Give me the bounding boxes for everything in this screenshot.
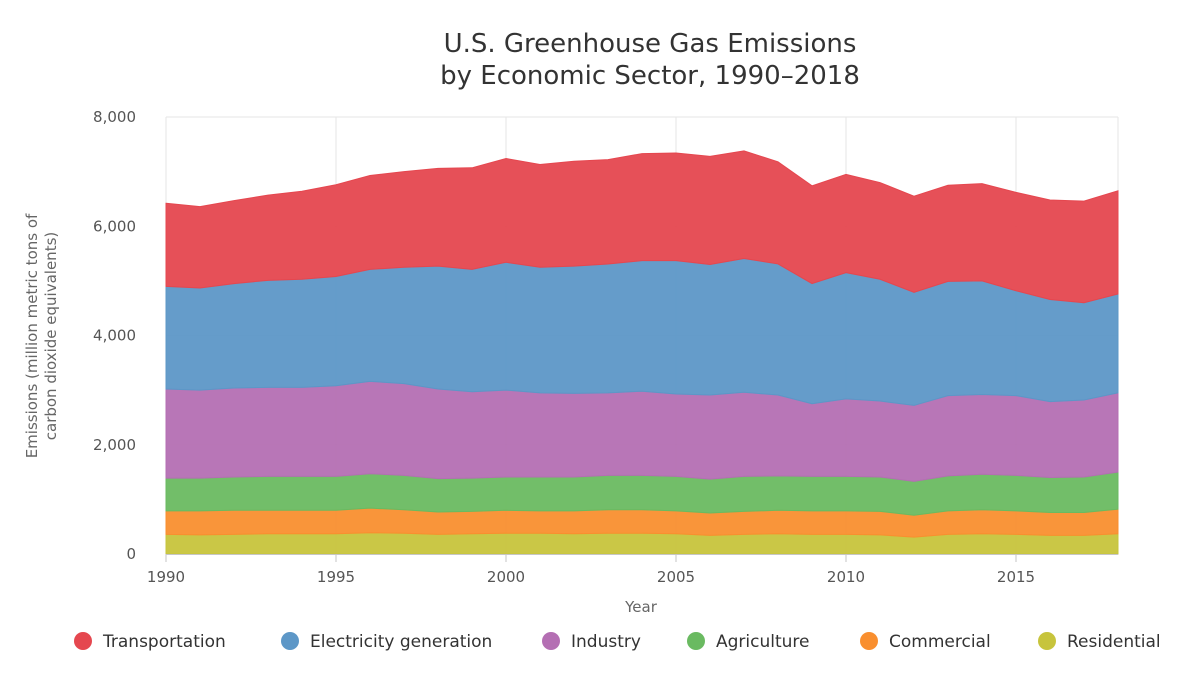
legend-item-residential[interactable]: Residential bbox=[1038, 632, 1161, 652]
legend-item-industry[interactable]: Industry bbox=[542, 632, 641, 652]
y-axis-title-line-2: carbon dioxide equivalents) bbox=[42, 232, 60, 441]
area-series bbox=[165, 150, 1119, 555]
legend-item-agriculture[interactable]: Agriculture bbox=[687, 632, 810, 652]
area-agriculture[interactable] bbox=[165, 471, 1119, 516]
y-axis-title-line-1: Emissions (million metric tons of bbox=[23, 213, 41, 458]
y-tick-label: 2,000 bbox=[93, 436, 136, 454]
chart-title-line-1: U.S. Greenhouse Gas Emissions bbox=[444, 29, 857, 59]
area-industry[interactable] bbox=[165, 380, 1119, 482]
chart-title-line-2: by Economic Sector, 1990–2018 bbox=[440, 61, 860, 91]
legend-label: Industry bbox=[571, 632, 641, 652]
legend-label: Transportation bbox=[102, 632, 226, 652]
x-axis-title: Year bbox=[624, 598, 658, 616]
y-axis-title: Emissions (million metric tons of carbon… bbox=[23, 213, 60, 458]
legend-marker bbox=[687, 632, 705, 650]
legend-item-electricity-generation[interactable]: Electricity generation bbox=[281, 632, 492, 652]
y-tick-label: 6,000 bbox=[93, 217, 136, 235]
legend-marker bbox=[1038, 632, 1056, 650]
legend-item-transportation[interactable]: Transportation bbox=[74, 632, 226, 652]
y-tick-label: 4,000 bbox=[93, 327, 136, 345]
x-tick-label: 2000 bbox=[487, 568, 525, 586]
legend-item-commercial[interactable]: Commercial bbox=[860, 632, 991, 652]
x-tick-label: 2015 bbox=[997, 568, 1035, 586]
area-commercial[interactable] bbox=[165, 507, 1119, 538]
legend: Transportation Electricity generation Indu… bbox=[74, 632, 1161, 652]
y-tick-label: 0 bbox=[126, 545, 136, 563]
legend-marker bbox=[860, 632, 878, 650]
area-transportation[interactable] bbox=[165, 150, 1119, 304]
legend-label: Residential bbox=[1067, 632, 1161, 652]
y-tick-label: 8,000 bbox=[93, 108, 136, 126]
legend-label: Agriculture bbox=[716, 632, 810, 652]
x-tick-label: 2005 bbox=[657, 568, 695, 586]
legend-marker bbox=[542, 632, 560, 650]
x-tick-label: 1995 bbox=[317, 568, 355, 586]
area-residential[interactable] bbox=[165, 532, 1119, 555]
axes: 1990 1995 2000 2005 2010 2015 0 2,000 4,000 6,000… bbox=[93, 108, 1118, 586]
x-tick-label: 1990 bbox=[147, 568, 185, 586]
legend-marker bbox=[74, 632, 92, 650]
legend-marker bbox=[281, 632, 299, 650]
legend-label: Commercial bbox=[889, 632, 991, 652]
legend-label: Electricity generation bbox=[310, 632, 492, 652]
x-tick-label: 2010 bbox=[827, 568, 865, 586]
